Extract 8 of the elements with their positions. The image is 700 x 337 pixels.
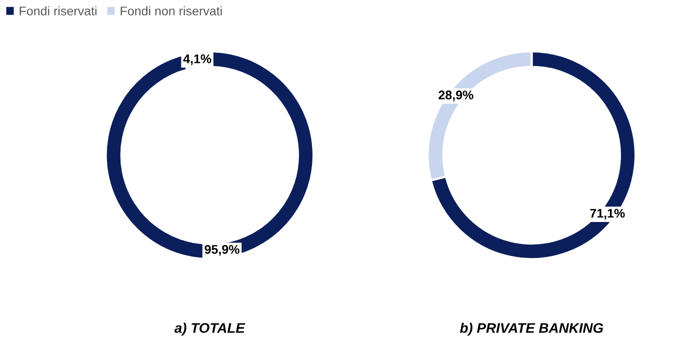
text: a) TOTALE xyxy=(174,322,246,336)
data-label: 95,9% xyxy=(204,244,240,256)
legend-label: Fondi non riservati xyxy=(120,6,222,16)
data-label: 71,1% xyxy=(590,208,625,220)
text: b) PRIVATE BANKING xyxy=(460,322,604,336)
legend-label: Fondi riservati xyxy=(20,6,96,16)
data-label: 28,9% xyxy=(438,90,474,102)
data-label: 4,1% xyxy=(183,54,212,66)
